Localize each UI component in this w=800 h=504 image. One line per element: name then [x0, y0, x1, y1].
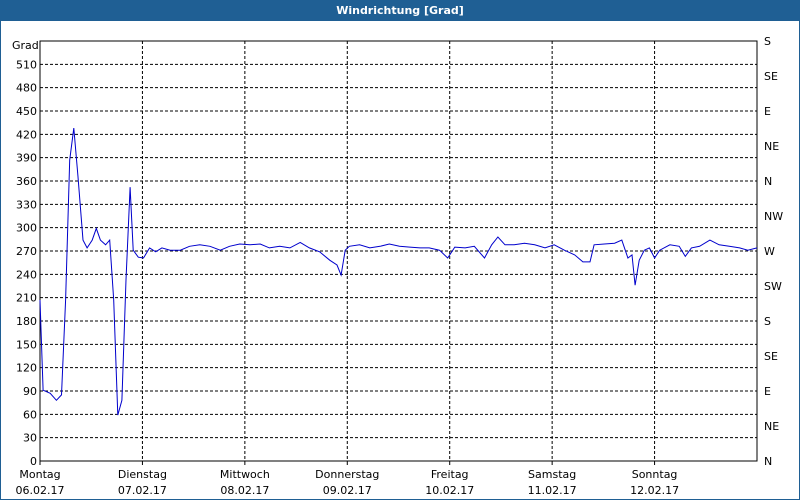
y2-tick-label: E	[764, 385, 771, 398]
y2-tick-label: SE	[764, 350, 778, 363]
x-tick-label: Mittwoch	[220, 468, 270, 481]
x-tick-label: 07.02.17	[118, 484, 167, 497]
y-tick-label: 300	[16, 222, 37, 235]
x-tick-label: Sonntag	[632, 468, 678, 481]
x-tick-label: Samstag	[528, 468, 576, 481]
y2-tick-label: NE	[764, 140, 779, 153]
y-tick-label: 120	[16, 362, 37, 375]
y2-tick-label: SE	[764, 70, 778, 83]
x-tick-label: 08.02.17	[220, 484, 269, 497]
y-tick-label: 210	[16, 292, 37, 305]
x-tick-label: Donnerstag	[315, 468, 379, 481]
y-tick-label: 420	[16, 128, 37, 141]
y-tick-label: 30	[23, 432, 37, 445]
y-tick-label: 480	[16, 82, 37, 95]
y-tick-label: 450	[16, 105, 37, 118]
y-tick-label: 270	[16, 245, 37, 258]
y-tick-label: 390	[16, 152, 37, 165]
y-tick-label: 180	[16, 315, 37, 328]
x-tick-label: 09.02.17	[323, 484, 372, 497]
y-tick-label: 150	[16, 338, 37, 351]
y2-tick-label: S	[764, 35, 771, 48]
x-tick-label: 11.02.17	[528, 484, 577, 497]
series-line	[39, 128, 758, 416]
y-axis-label: Grad	[12, 39, 39, 52]
x-tick-label: Montag	[19, 468, 60, 481]
y2-tick-label: NW	[764, 210, 783, 223]
y2-tick-label: N	[764, 455, 772, 468]
x-tick-label: 06.02.17	[16, 484, 65, 497]
y2-tick-label: E	[764, 105, 771, 118]
y2-tick-label: SW	[764, 280, 782, 293]
y-tick-label: 0	[30, 455, 37, 468]
x-tick-label: 12.02.17	[630, 484, 679, 497]
y2-tick-label: S	[764, 315, 771, 328]
y2-tick-label: W	[764, 245, 775, 258]
y2-tick-label: NE	[764, 420, 779, 433]
x-tick-label: 10.02.17	[425, 484, 474, 497]
y-tick-label: 60	[23, 408, 37, 421]
title-bar	[0, 0, 800, 21]
y-tick-label: 240	[16, 268, 37, 281]
y-tick-label: 90	[23, 385, 37, 398]
chart-title: Windrichtung [Grad]	[336, 4, 464, 17]
y2-tick-label: N	[764, 175, 772, 188]
y-tick-label: 510	[16, 58, 37, 71]
y-tick-label: 360	[16, 175, 37, 188]
y-tick-label: 330	[16, 198, 37, 211]
x-tick-label: Freitag	[431, 468, 469, 481]
x-tick-label: Dienstag	[118, 468, 167, 481]
